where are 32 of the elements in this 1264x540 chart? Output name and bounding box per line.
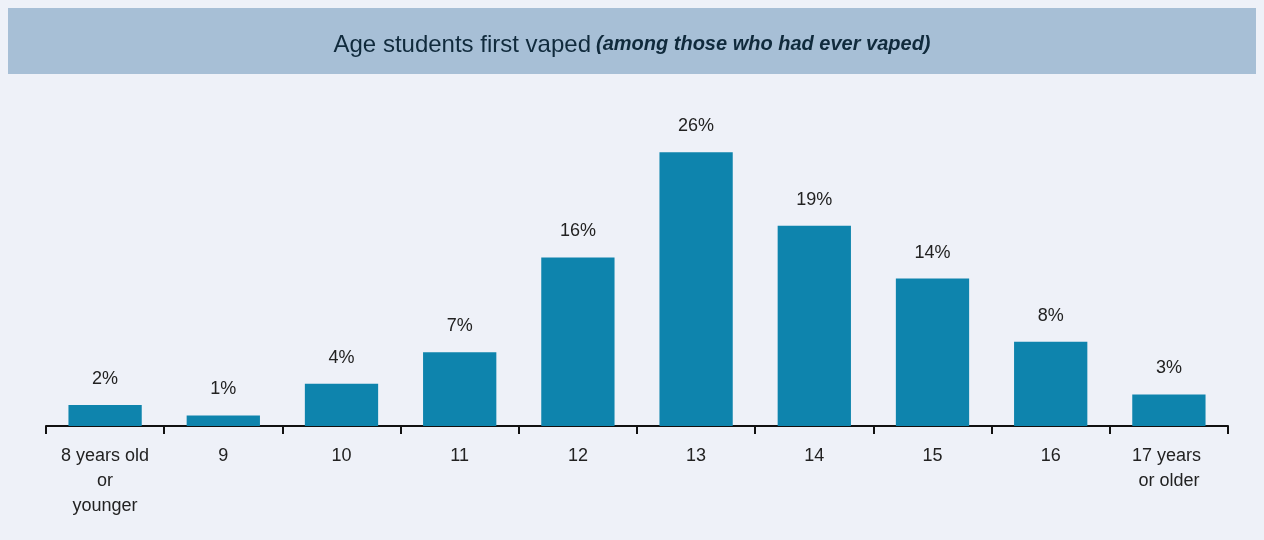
- data-label: 16%: [559, 220, 596, 241]
- data-label: 4%: [328, 346, 355, 367]
- bar: [541, 257, 615, 426]
- chart-title: Age students first vaped: [333, 29, 591, 57]
- x-tick-label: 11: [450, 444, 470, 465]
- data-label: 14%: [914, 241, 951, 262]
- bar: [304, 383, 379, 426]
- bar: [423, 352, 497, 426]
- bar: [68, 404, 142, 426]
- x-tick-label: 10: [331, 444, 352, 465]
- bar: [1132, 394, 1206, 426]
- bar: [895, 278, 970, 426]
- x-tick-label: 16: [1040, 444, 1061, 465]
- x-tick-label: 13: [686, 444, 707, 465]
- x-tick-label: 8 years old or younger: [61, 444, 150, 515]
- x-tick-label: 12: [567, 444, 588, 465]
- x-tick-label: 9: [218, 444, 229, 465]
- data-label: 19%: [796, 188, 833, 209]
- chart-subtitle: (among those who had ever vaped): [595, 32, 931, 54]
- bar: [1014, 341, 1088, 426]
- data-label: 2%: [92, 367, 119, 388]
- data-label: 1%: [210, 378, 237, 399]
- x-tick-label: 17 years or older: [1131, 444, 1206, 490]
- bar: [186, 415, 260, 426]
- data-label: 3%: [1155, 357, 1182, 378]
- data-label: 8%: [1037, 304, 1064, 325]
- data-label: 7%: [446, 315, 473, 336]
- bar: [777, 225, 851, 426]
- data-label: 26%: [678, 115, 715, 136]
- bar: [659, 152, 733, 426]
- x-tick-label: 15: [922, 444, 943, 465]
- x-tick-label: 14: [804, 444, 825, 465]
